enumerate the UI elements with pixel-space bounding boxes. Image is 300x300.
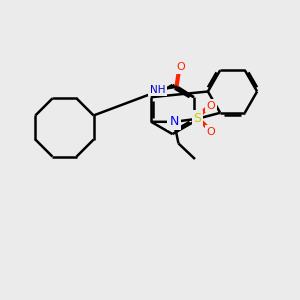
Text: NH: NH [150, 85, 166, 95]
Text: N: N [169, 115, 179, 128]
Text: O: O [206, 127, 215, 137]
Text: O: O [206, 100, 215, 111]
Text: S: S [194, 112, 201, 125]
Text: O: O [176, 62, 185, 72]
